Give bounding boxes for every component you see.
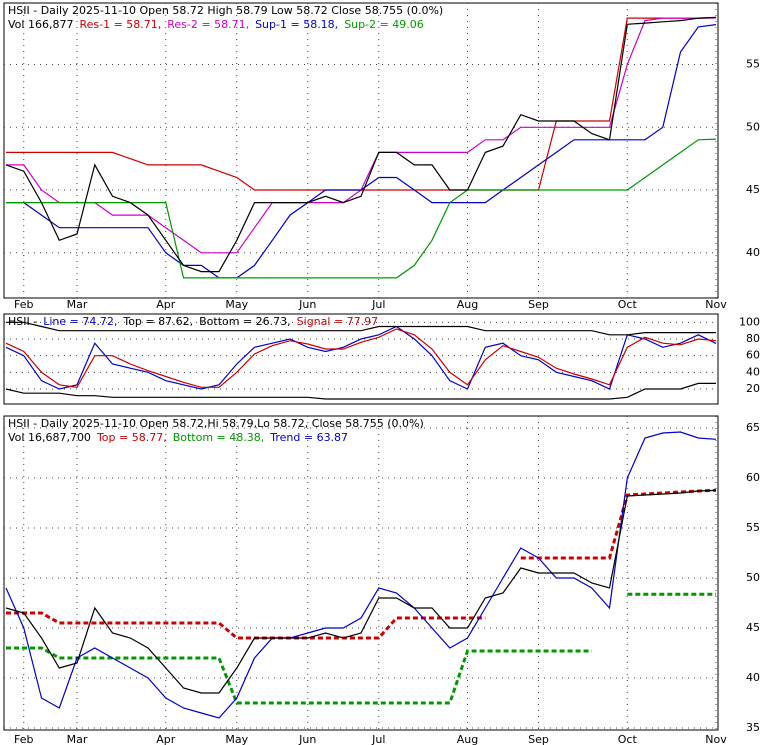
y-tick-label: 100 bbox=[739, 315, 760, 328]
legend-entry: Bottom = 26.73, bbox=[199, 315, 291, 328]
y-tick-label: 40 bbox=[746, 246, 760, 259]
x-tick-label: Feb bbox=[14, 298, 33, 311]
x-tick-label: Aug bbox=[457, 298, 478, 311]
legend-entry: Line = 74.72, bbox=[43, 315, 117, 328]
x-tick-label: Apr bbox=[156, 298, 176, 311]
legend-entry: Signal = 77.97 bbox=[297, 315, 379, 328]
legend-entry: Res-1 = 58.71, bbox=[79, 18, 161, 31]
indicator-line bbox=[5, 328, 717, 388]
y-tick-label: 55 bbox=[746, 58, 760, 71]
y-tick-label: 50 bbox=[746, 571, 760, 584]
indicator-line bbox=[6, 321, 716, 336]
indicator-line bbox=[5, 431, 717, 719]
panel-title: HSII - Daily 2025-11-10 Open 58.72 High … bbox=[8, 4, 443, 17]
y-tick-label: 45 bbox=[746, 621, 760, 634]
y-tick-label: 20 bbox=[746, 382, 760, 395]
y-tick-label: 35 bbox=[746, 721, 760, 734]
x-tick-label: May bbox=[225, 298, 248, 311]
x-tick-label: Nov bbox=[705, 733, 727, 745]
price-line bbox=[5, 489, 717, 694]
panel-subtitle: Vol 16,687,700 bbox=[8, 431, 91, 444]
x-tick-label: May bbox=[225, 733, 248, 745]
panel-title: HSII - bbox=[8, 315, 37, 328]
x-tick-label: Mar bbox=[67, 733, 88, 745]
x-tick-label: Sep bbox=[528, 733, 549, 745]
indicator-line bbox=[6, 17, 717, 254]
legend-entry: Sup-1 = 58.18, bbox=[255, 18, 338, 31]
y-tick-label: 55 bbox=[746, 521, 760, 534]
y-tick-label: 40 bbox=[746, 365, 760, 378]
indicator-line bbox=[6, 488, 717, 640]
x-tick-label: Sep bbox=[528, 298, 549, 311]
indicator-line bbox=[6, 592, 716, 705]
y-tick-label: 40 bbox=[746, 671, 760, 684]
panel-title: HSII - Daily 2025-11-10 Open 58.72,Hi 58… bbox=[8, 417, 424, 430]
x-tick-label: Oct bbox=[618, 298, 638, 311]
x-tick-label: Jul bbox=[371, 298, 385, 311]
y-tick-label: 60 bbox=[746, 471, 760, 484]
legend-entry: Top = 87.62, bbox=[122, 315, 193, 328]
y-tick-label: 65 bbox=[746, 421, 760, 434]
indicator-line bbox=[5, 325, 717, 390]
panel-frame bbox=[3, 313, 719, 405]
x-tick-label: Jun bbox=[298, 298, 316, 311]
legend-entry: Top = 58.77, bbox=[96, 431, 167, 444]
y-tick-label: 45 bbox=[746, 183, 760, 196]
indicator-line bbox=[6, 17, 717, 191]
x-tick-label: Jul bbox=[371, 733, 385, 745]
panel-frame bbox=[3, 2, 719, 299]
x-tick-label: Aug bbox=[457, 733, 478, 745]
x-tick-label: Apr bbox=[156, 733, 176, 745]
indicator-line bbox=[6, 24, 717, 279]
x-tick-label: Jun bbox=[298, 733, 316, 745]
x-tick-label: Oct bbox=[618, 733, 638, 745]
legend-entry: Trend = 63.87 bbox=[269, 431, 348, 444]
indicator-line bbox=[5, 382, 716, 400]
legend-entry: Sup-2 = 49.06 bbox=[344, 18, 424, 31]
panel-frame bbox=[3, 415, 719, 731]
x-tick-label: Feb bbox=[14, 733, 33, 745]
x-tick-label: Mar bbox=[67, 298, 88, 311]
indicator-line bbox=[6, 138, 717, 279]
y-tick-label: 50 bbox=[746, 120, 760, 133]
legend-entry: Bottom = 48.38, bbox=[173, 431, 265, 444]
panel-subtitle: Vol 166,877 bbox=[8, 18, 73, 31]
y-tick-label: 80 bbox=[746, 332, 760, 345]
price-line bbox=[5, 16, 717, 273]
x-tick-label: Nov bbox=[705, 298, 727, 311]
y-tick-label: 60 bbox=[746, 349, 760, 362]
legend-entry: Res-2 = 58.71, bbox=[167, 18, 249, 31]
